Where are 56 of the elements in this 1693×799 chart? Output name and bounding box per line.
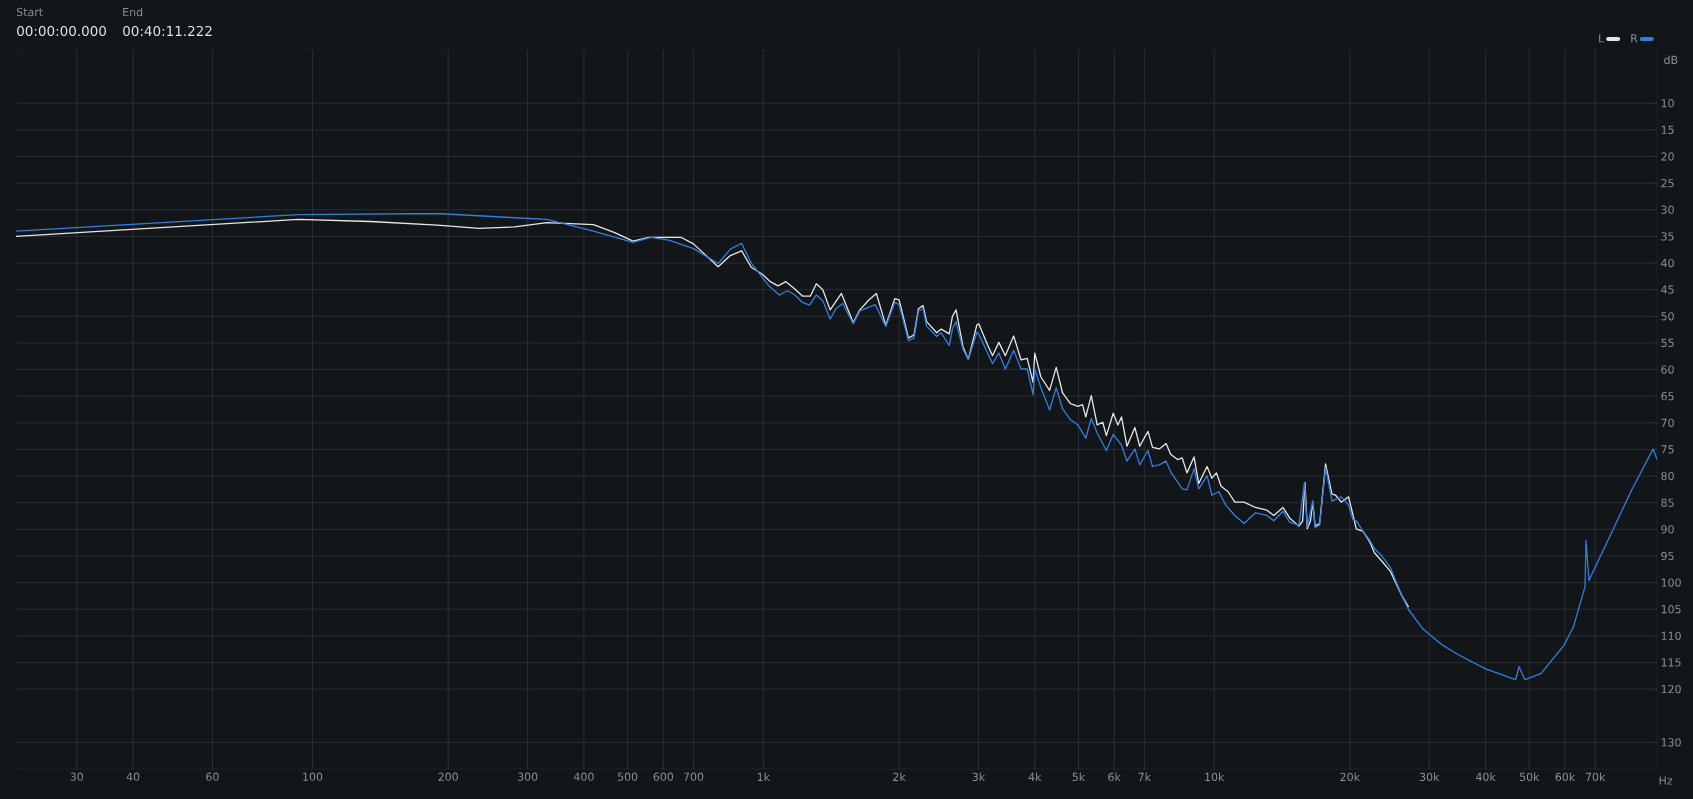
y-tick-label: 15: [1661, 125, 1674, 134]
x-tick-label: 500: [617, 772, 638, 781]
text: End: [123, 7, 143, 17]
x-tick-label: 3k: [972, 772, 986, 782]
y-tick-label: 50: [1661, 312, 1674, 321]
x-tick-label: 300: [517, 772, 538, 781]
y-tick-label: 70: [1661, 418, 1674, 427]
y-tick-label: 100: [1661, 578, 1681, 587]
x-tick-label: 400: [573, 772, 594, 781]
y-tick-label: 85: [1661, 498, 1674, 507]
y-tick-label: 110: [1661, 631, 1681, 641]
legend-label: R: [1631, 34, 1638, 43]
y-tick-label: 130: [1661, 738, 1681, 747]
x-tick-label: 1k: [757, 772, 770, 781]
text: 00:00:00.000: [17, 25, 106, 37]
x-tick-label: 100: [303, 772, 323, 781]
legend-label: L: [1599, 34, 1605, 43]
x-tick-label: 30: [70, 772, 84, 781]
text: Start: [16, 7, 43, 17]
x-tick-label: 5k: [1072, 772, 1086, 782]
x-tick-label: 10k: [1205, 772, 1225, 782]
y-tick-label: 120: [1661, 684, 1681, 694]
y-tick-label: 60: [1661, 365, 1674, 374]
x-axis-title: Hz: [1659, 776, 1673, 785]
x-tick-label: 20k: [1340, 772, 1361, 782]
x-tick-label: 60: [206, 772, 219, 781]
y-tick-label: 95: [1661, 551, 1674, 561]
x-tick-label: 200: [438, 772, 458, 781]
y-tick-label: 115: [1661, 658, 1681, 667]
x-tick-label: 600: [653, 772, 674, 781]
x-tick-label: 7k: [1138, 772, 1151, 781]
y-tick-label: 10: [1661, 99, 1674, 108]
y-tick-label: 45: [1661, 285, 1674, 294]
x-tick-label: 60k: [1555, 772, 1576, 782]
x-tick-label: 30k: [1419, 772, 1440, 782]
y-tick-label: 90: [1661, 525, 1674, 534]
y-tick-label: 35: [1661, 232, 1674, 241]
y-tick-label: 40: [1661, 258, 1674, 268]
y-tick-label: 25: [1661, 178, 1674, 188]
x-tick-label: 70k: [1585, 772, 1606, 782]
y-tick-label: 55: [1661, 338, 1674, 348]
y-tick-label: 20: [1661, 152, 1674, 161]
y-tick-label: 75: [1661, 445, 1674, 454]
x-tick-label: 40: [126, 772, 140, 781]
y-axis-title: dB: [1664, 55, 1678, 65]
y-tick-label: 65: [1661, 392, 1674, 401]
x-tick-label: 4k: [1028, 772, 1042, 781]
text: 00:40:11.222: [123, 25, 212, 37]
x-tick-label: 700: [683, 772, 704, 781]
x-tick-label: 2k: [893, 772, 906, 781]
y-tick-label: 30: [1661, 205, 1674, 214]
x-tick-label: 50k: [1519, 772, 1540, 782]
y-tick-label: 80: [1661, 471, 1674, 481]
x-tick-label: 40k: [1475, 772, 1496, 782]
y-tick-label: 105: [1661, 605, 1681, 614]
x-tick-label: 6k: [1108, 772, 1121, 782]
